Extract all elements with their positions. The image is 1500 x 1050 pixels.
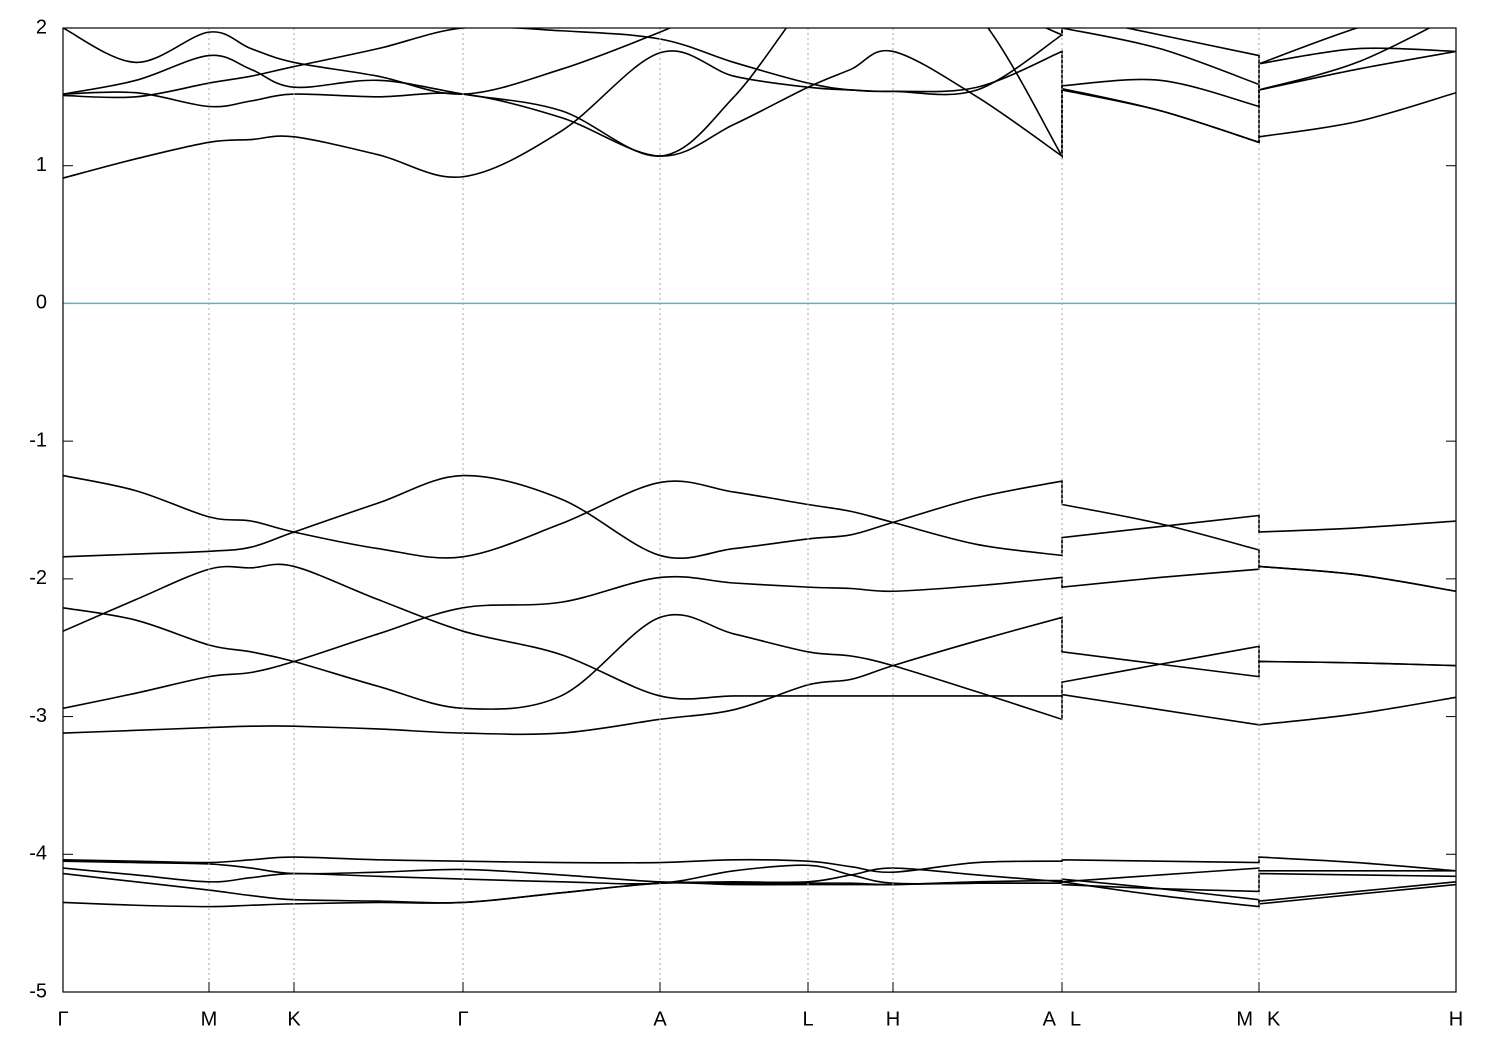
band-line xyxy=(63,860,1456,884)
band-line xyxy=(63,856,1456,874)
y-tick-label: 1 xyxy=(36,154,47,176)
x-tick-label: L xyxy=(1070,1008,1081,1030)
x-tick-label: A xyxy=(1043,1008,1057,1030)
x-tick-label: K xyxy=(1267,1008,1281,1030)
y-tick-label: -1 xyxy=(29,429,47,451)
band-line xyxy=(63,474,1456,559)
y-tick-label: -5 xyxy=(29,980,47,1002)
band-line xyxy=(63,872,1456,905)
plot-area xyxy=(63,28,1456,908)
y-tick-label: 2 xyxy=(36,16,47,38)
band-line xyxy=(63,28,1360,159)
plot-frame xyxy=(62,27,1457,993)
band-line xyxy=(63,880,1456,908)
y-tick-label: 0 xyxy=(36,292,47,314)
x-tick-label: H xyxy=(1449,1008,1463,1030)
x-tick-label: Γ xyxy=(57,1008,68,1030)
x-tick-label: M xyxy=(1236,1008,1253,1030)
x-tick-label: Γ xyxy=(457,1008,468,1030)
y-tick-label: -3 xyxy=(29,705,47,727)
x-tick-label: H xyxy=(886,1008,900,1030)
x-tick-label: A xyxy=(653,1008,667,1030)
y-tick-label: -4 xyxy=(29,843,47,865)
band-line xyxy=(63,28,1456,99)
y-tick-label: -2 xyxy=(29,567,47,589)
band-line xyxy=(63,565,1456,710)
band-line xyxy=(63,28,1456,95)
x-tick-label: M xyxy=(201,1008,218,1030)
band-line xyxy=(63,28,1432,158)
band-line xyxy=(63,864,1456,893)
band-line xyxy=(63,606,1456,721)
band-line xyxy=(63,474,1456,593)
band-line xyxy=(63,563,1456,726)
x-tick-label: L xyxy=(802,1008,813,1030)
band-line xyxy=(63,616,1456,736)
x-tick-label: K xyxy=(287,1008,301,1030)
